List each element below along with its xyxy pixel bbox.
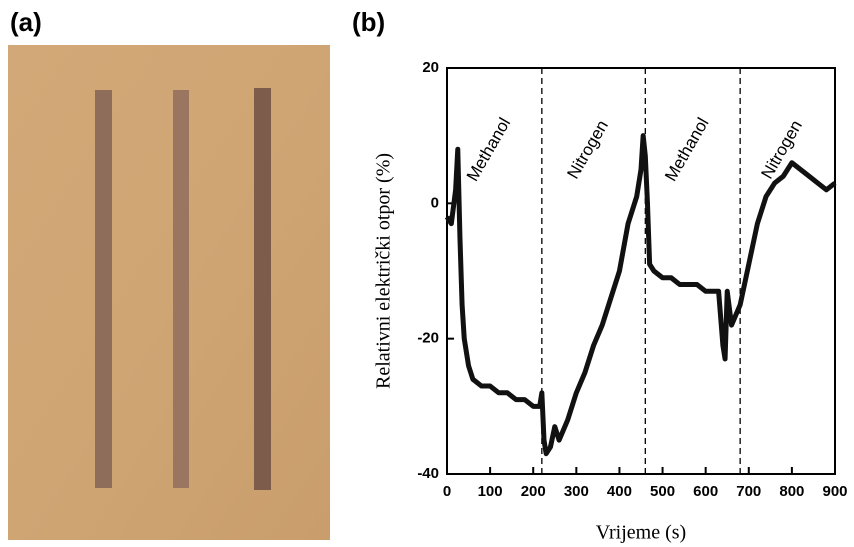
stripe	[173, 90, 189, 488]
x-tick-label: 200	[521, 483, 546, 500]
x-tick-label: 100	[478, 483, 503, 500]
panel-label: (a)	[10, 7, 42, 37]
x-tick-label: 800	[779, 483, 804, 500]
stripe	[95, 90, 112, 488]
y-axis-title: Relativni električki otpor (%)	[373, 153, 395, 389]
photo	[8, 45, 330, 540]
x-tick-label: 400	[607, 483, 632, 500]
y-tick-label: -40	[417, 465, 439, 482]
phase-label: Nitrogen	[563, 117, 612, 182]
data-line	[444, 133, 837, 457]
x-tick-label: 0	[443, 483, 451, 500]
plot-frame	[446, 67, 836, 475]
y-tick-label: -20	[417, 330, 439, 347]
phase-label: Methanol	[661, 114, 712, 184]
y-tick-label: 20	[422, 59, 439, 76]
phase-label: Methanol	[463, 114, 514, 184]
x-axis-title: Vrijeme (s)	[596, 522, 686, 544]
x-tick-label: 700	[736, 483, 761, 500]
paper	[8, 45, 330, 540]
x-tick-label: 500	[650, 483, 675, 500]
phase-label: Nitrogen	[757, 117, 806, 182]
y-tick-label: 0	[431, 194, 439, 211]
x-tick-label: 900	[822, 483, 847, 500]
x-tick-label: 600	[693, 483, 718, 500]
x-tick-label: 300	[564, 483, 589, 500]
panel-label: (b)	[352, 7, 385, 37]
stripe	[254, 88, 271, 490]
